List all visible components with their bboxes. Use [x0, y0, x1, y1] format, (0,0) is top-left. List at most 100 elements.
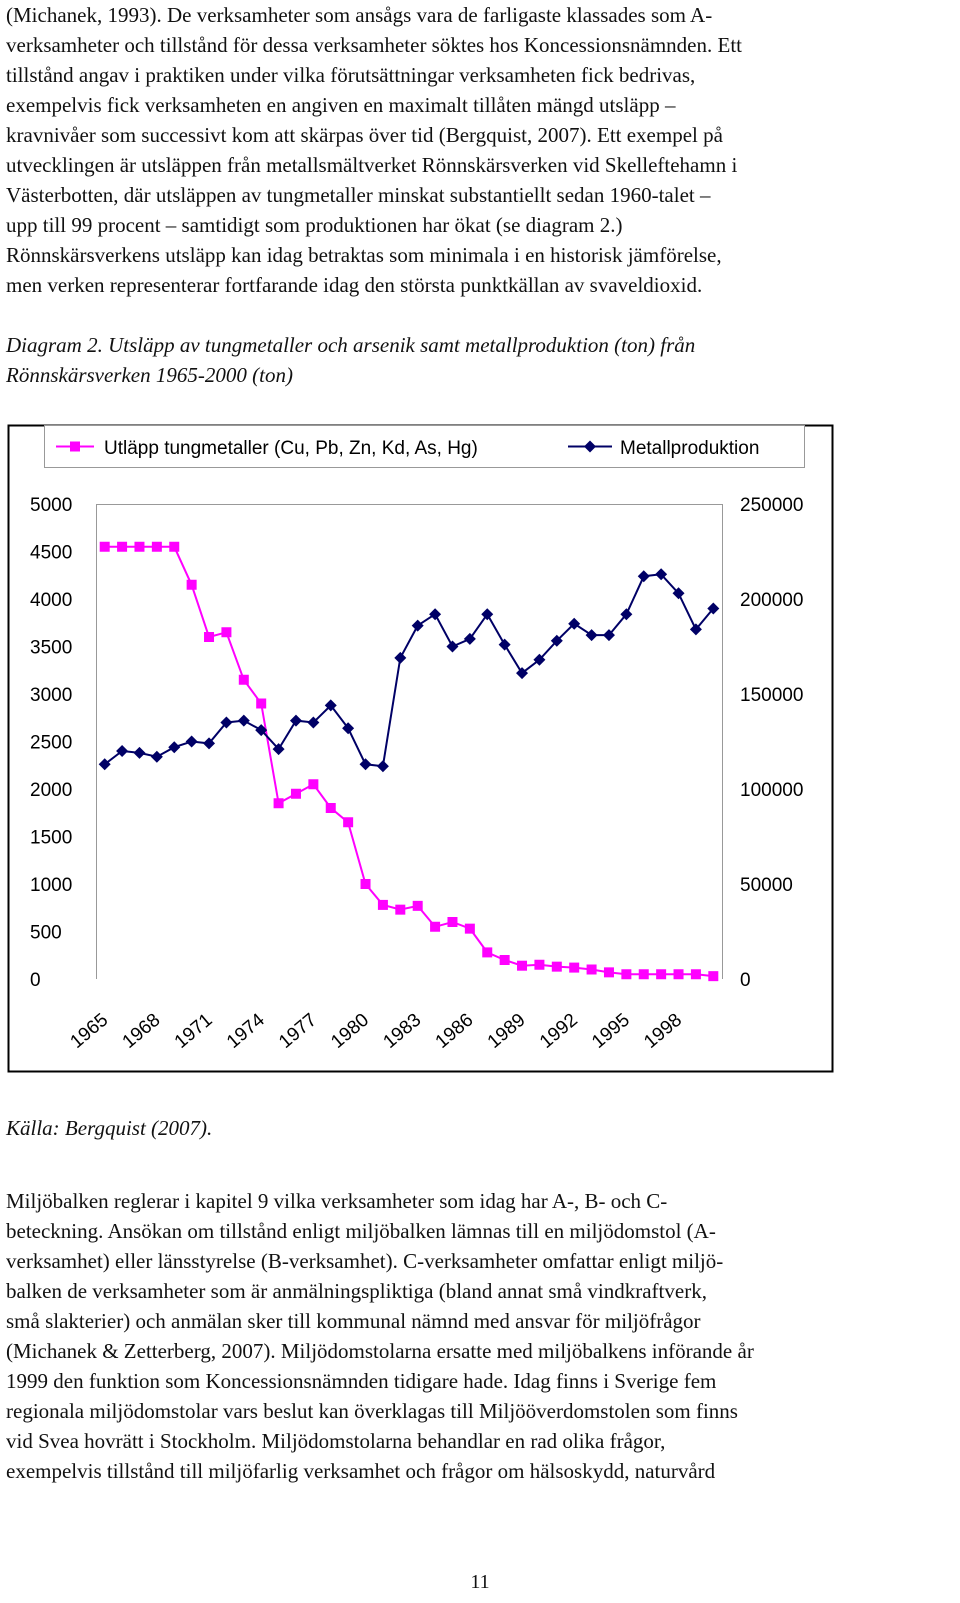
emissions-data-point: [273, 798, 284, 809]
source-caption: Källa: Bergquist (2007).: [6, 1116, 213, 1140]
emissions-data-point: [499, 955, 510, 965]
emissions-data-point: [603, 967, 614, 978]
emissions-data-point: [343, 817, 354, 828]
production-data-point: [133, 746, 146, 759]
emissions-production-chart: Utläpp tungmetaller (Cu, Pb, Zn, Kd, As,…: [7, 424, 834, 1073]
production-data-point: [463, 632, 476, 645]
production-data-point: [342, 722, 355, 735]
production-data-point: [655, 568, 668, 581]
caption-line: Diagram 2. Utsläpp av tungmetaller och a…: [6, 333, 696, 357]
caption-line: Rönnskärsverken 1965-2000 (ton): [6, 363, 293, 387]
right-axis-tick-label: 50000: [740, 875, 793, 896]
left-axis-tick-label: 4500: [30, 543, 72, 564]
emissions-data-point: [186, 579, 197, 590]
text-line: kravnivåer som successivt kom att skärpa…: [6, 123, 723, 147]
text-line: upp till 99 procent – samtidigt som prod…: [6, 213, 623, 237]
text-line: små slakterier) och anmälan sker till ko…: [6, 1309, 701, 1333]
production-data-point: [689, 623, 702, 636]
emissions-data-point: [638, 969, 649, 980]
text-line: men verken representerar fortfarande ida…: [6, 273, 703, 297]
emissions-data-point: [551, 961, 562, 972]
text-line: vid Svea hovrätt i Stockholm. Miljödomst…: [6, 1429, 666, 1453]
emissions-data-point: [325, 803, 336, 813]
emissions-data-point: [673, 969, 684, 980]
production-data-point: [637, 570, 650, 583]
production-data-point: [98, 758, 111, 771]
chart-frame: [7, 424, 834, 1073]
production-data-point: [376, 760, 389, 773]
production-data-point: [220, 716, 233, 729]
text-line: beteckning. Ansökan om tillstånd enligt …: [6, 1219, 716, 1243]
paragraph-top: (Michanek, 1993). De verksamheter som an…: [6, 0, 951, 300]
emissions-data-point: [621, 969, 632, 980]
left-axis-tick-label: 2000: [30, 780, 72, 801]
production-data-point: [307, 716, 320, 729]
production-data-point: [411, 619, 424, 632]
left-axis-tick-label: 3500: [30, 638, 72, 659]
production-data-point: [429, 608, 442, 621]
right-axis-tick-label: 100000: [740, 780, 803, 801]
production-data-point: [602, 629, 615, 642]
legend-label-emissions: Utläpp tungmetaller (Cu, Pb, Zn, Kd, As,…: [104, 438, 478, 459]
emissions-data-point: [134, 541, 145, 552]
production-data-point: [272, 743, 285, 756]
right-axis-tick-label: 200000: [740, 590, 803, 611]
emissions-data-point: [395, 904, 406, 915]
emissions-data-point: [204, 632, 215, 642]
right-axis-tick-label: 0: [740, 970, 751, 991]
legend-marker-emissions: [70, 441, 80, 452]
left-axis-tick-label: 3000: [30, 685, 72, 706]
emissions-data-point: [586, 964, 597, 975]
left-axis-tick-label: 1500: [30, 828, 72, 849]
emissions-data-point: [256, 698, 267, 709]
production-data-point: [707, 602, 720, 615]
text-line: utvecklingen är utsläppen från metallsmä…: [6, 153, 738, 177]
diagram-caption: Diagram 2. Utsläpp av tungmetaller och a…: [6, 330, 951, 390]
text-line: verksamheter och tillstånd för dessa ver…: [6, 33, 742, 57]
emissions-data-point: [99, 541, 110, 552]
production-data-point: [585, 629, 598, 642]
emissions-data-point: [290, 788, 301, 799]
text-line: exempelvis fick verksamheten en angiven …: [6, 93, 676, 117]
text-line: regionala miljödomstolar vars beslut kan…: [6, 1399, 738, 1423]
left-axis-tick-label: 500: [30, 923, 62, 944]
legend-label-production: Metallproduktion: [620, 438, 759, 459]
legend-marker-production: [584, 440, 596, 453]
emissions-data-point: [151, 541, 162, 552]
right-axis-tick-label: 150000: [740, 685, 803, 706]
production-data-point: [168, 741, 181, 754]
text-line: Miljöbalken reglerar i kapitel 9 vilka v…: [6, 1189, 668, 1213]
production-data-point: [481, 608, 494, 621]
paragraph-bottom: Miljöbalken reglerar i kapitel 9 vilka v…: [6, 1186, 951, 1486]
emissions-data-point: [690, 969, 701, 980]
emissions-data-point: [447, 917, 458, 927]
production-data-point: [672, 587, 685, 600]
right-axis-tick-label: 250000: [740, 495, 803, 516]
text-line: tillstånd angav i praktiken under vilka …: [6, 63, 696, 87]
emissions-data-point: [569, 962, 580, 973]
chart-legend: Utläpp tungmetaller (Cu, Pb, Zn, Kd, As,…: [44, 425, 805, 468]
production-data-point: [516, 667, 529, 680]
left-axis-tick-label: 0: [30, 970, 41, 991]
text-line: (Michanek, 1993). De verksamheter som an…: [6, 3, 713, 27]
production-data-point: [185, 735, 198, 748]
text-line: Västerbotten, där utsläppen av tungmetal…: [6, 183, 711, 207]
production-data-point: [620, 608, 633, 621]
emissions-data-point: [117, 541, 128, 552]
production-data-point: [568, 617, 581, 630]
emissions-data-point: [656, 969, 667, 980]
emissions-data-point: [221, 627, 232, 638]
emissions-data-point: [308, 779, 319, 790]
production-data-point: [498, 638, 511, 651]
emissions-data-point: [169, 541, 180, 552]
legend-box: [44, 425, 805, 468]
left-axis-tick-label: 5000: [30, 495, 72, 516]
production-data-point: [116, 745, 129, 757]
production-data-point: [289, 714, 302, 727]
left-axis-tick-label: 4000: [30, 590, 72, 611]
left-axis-tick-label: 2500: [30, 733, 72, 754]
text-line: verksamhet) eller länsstyrelse (B-verksa…: [6, 1249, 724, 1273]
emissions-data-point: [238, 674, 249, 685]
production-data-point: [394, 651, 407, 664]
production-data-point: [150, 750, 163, 763]
